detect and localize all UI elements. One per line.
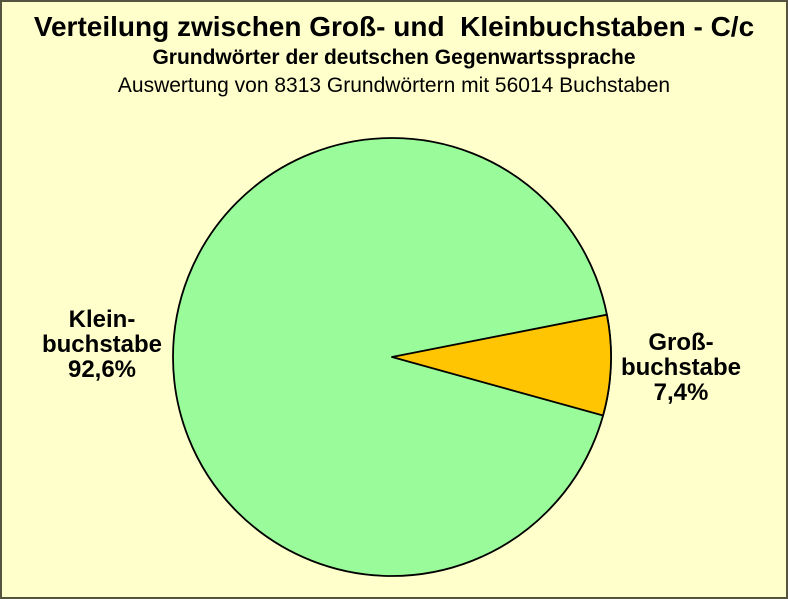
slice-label-kleinbuchstabe: Klein- buchstabe 92,6%: [41, 306, 163, 383]
chart-note: Auswertung von 8313 Grundwörtern mit 560…: [117, 74, 671, 97]
chart-title: Verteilung zwischen Groß- und Kleinbuchs…: [33, 11, 755, 42]
slice-label-grossbuchstabe: Groß- buchstabe 7,4%: [620, 329, 742, 406]
pie-slice-grossbuchstabe: [391, 313, 612, 417]
chart-subtitle: Grundwörter der deutschen Gegenwartsspra…: [152, 46, 636, 69]
